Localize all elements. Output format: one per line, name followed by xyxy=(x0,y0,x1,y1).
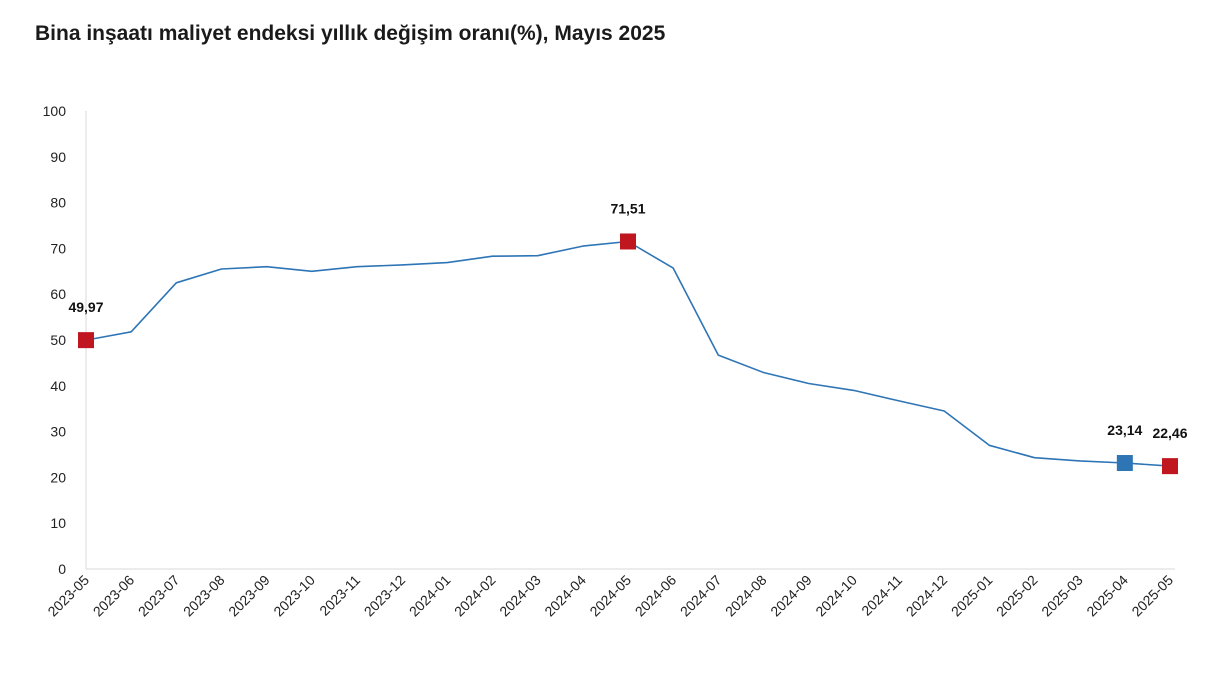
y-tick-label: 0 xyxy=(58,561,66,577)
y-tick-label: 30 xyxy=(50,424,66,440)
highlight-marker xyxy=(1162,458,1178,475)
x-tick-label: 2024-03 xyxy=(496,572,544,620)
x-tick-label: 2023-12 xyxy=(361,572,409,620)
data-label: 23,14 xyxy=(1107,422,1142,438)
x-tick-label: 2024-08 xyxy=(722,572,770,620)
x-tick-label: 2024-11 xyxy=(858,572,905,619)
y-tick-label: 90 xyxy=(50,149,66,165)
x-tick-label: 2024-01 xyxy=(406,572,454,620)
x-tick-label: 2023-08 xyxy=(180,572,228,620)
x-tick-label: 2023-05 xyxy=(44,572,92,620)
x-tick-label: 2024-12 xyxy=(903,572,951,620)
x-tick-label: 2024-07 xyxy=(677,572,725,620)
y-tick-label: 70 xyxy=(50,240,66,256)
x-tick-label: 2023-07 xyxy=(135,572,183,620)
x-tick-label: 2025-05 xyxy=(1128,572,1176,620)
x-tick-label: 2025-02 xyxy=(993,572,1041,620)
highlight-marker xyxy=(1116,455,1133,472)
highlight-markers xyxy=(78,233,1178,475)
data-label: 49,97 xyxy=(68,299,103,315)
x-tick-label: 2025-03 xyxy=(1038,572,1086,620)
y-tick-label: 60 xyxy=(50,286,66,302)
data-label: 71,51 xyxy=(610,200,645,216)
y-tick-label: 100 xyxy=(43,103,67,119)
x-tick-label: 2023-11 xyxy=(316,572,363,619)
x-tick-label: 2023-09 xyxy=(225,572,273,620)
data-label: 22,46 xyxy=(1152,425,1187,441)
highlight-marker xyxy=(78,332,94,349)
y-tick-label: 20 xyxy=(50,469,66,485)
data-labels: 49,97 71,51 23,14 22,46 xyxy=(68,200,1187,441)
x-tick-label: 2025-01 xyxy=(948,572,996,620)
x-tick-label: 2025-04 xyxy=(1083,572,1131,620)
x-tick-label: 2024-02 xyxy=(451,572,499,620)
x-tick-label: 2024-10 xyxy=(812,572,860,620)
series-group xyxy=(85,240,1171,467)
highlight-marker xyxy=(620,233,636,250)
chart-title: Bina inşaatı maliyet endeksi yıllık deği… xyxy=(35,22,666,45)
y-tick-label: 10 xyxy=(50,515,66,531)
x-tick-label: 2023-06 xyxy=(90,572,138,620)
x-tick-label: 2024-06 xyxy=(632,572,680,620)
x-tick-label: 2024-05 xyxy=(586,572,634,620)
y-tick-label: 40 xyxy=(50,378,66,394)
y-axis-ticks: 0 10 20 30 40 50 60 70 80 90 100 xyxy=(43,103,67,577)
series-line xyxy=(85,240,1171,467)
x-axis-ticks: 2023-052023-062023-072023-082023-092023-… xyxy=(44,572,1176,620)
x-tick-label: 2023-10 xyxy=(270,572,318,620)
chart-axes xyxy=(85,111,1175,570)
y-tick-label: 50 xyxy=(50,332,66,348)
y-tick-label: 80 xyxy=(50,195,66,211)
x-tick-label: 2024-04 xyxy=(541,572,589,620)
x-tick-label: 2024-09 xyxy=(767,572,815,620)
